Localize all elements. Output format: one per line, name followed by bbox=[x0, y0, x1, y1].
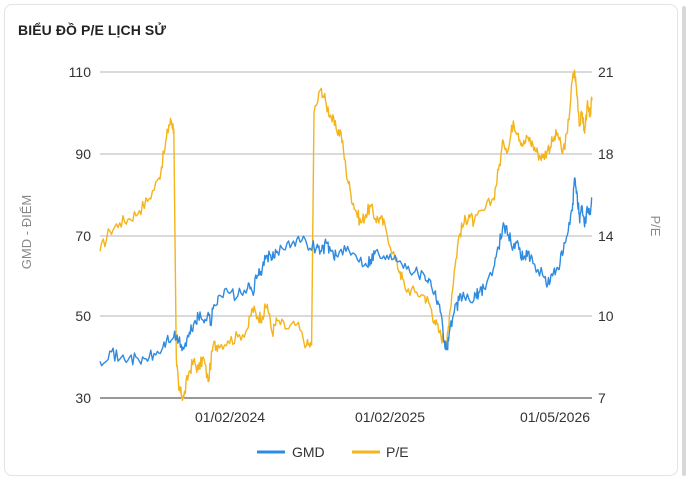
legend-label-gmd: GMD bbox=[292, 444, 325, 460]
right-tick-label: 7 bbox=[598, 390, 606, 406]
chart-title: BIỂU ĐỒ P/E LỊCH SỬ bbox=[18, 22, 167, 38]
scrollbar[interactable] bbox=[682, 6, 686, 476]
left-axis-ticks: 110 90 70 50 30 bbox=[69, 64, 92, 406]
right-tick-label: 14 bbox=[598, 228, 614, 244]
left-tick-label: 90 bbox=[75, 146, 91, 162]
left-tick-label: 110 bbox=[69, 64, 92, 80]
right-axis-ticks: 21 18 14 10 7 bbox=[598, 64, 614, 406]
series-line-pe bbox=[99, 69, 593, 401]
x-axis-ticks: 01/02/2024 01/02/2025 01/05/2026 bbox=[195, 409, 590, 425]
right-axis-title: P/E bbox=[648, 216, 663, 237]
right-tick-label: 10 bbox=[598, 308, 614, 324]
left-tick-label: 30 bbox=[75, 390, 91, 406]
grid-lines bbox=[100, 71, 592, 399]
right-tick-label: 18 bbox=[598, 146, 614, 162]
legend: GMD P/E bbox=[257, 444, 409, 460]
series-layer bbox=[99, 69, 593, 401]
legend-label-pe: P/E bbox=[386, 444, 409, 460]
left-axis-title: GMD - ĐIỂM bbox=[19, 195, 34, 269]
x-tick-label: 01/02/2025 bbox=[355, 409, 425, 425]
left-tick-label: 70 bbox=[75, 228, 91, 244]
left-tick-label: 50 bbox=[75, 308, 91, 324]
x-tick-label: 01/02/2024 bbox=[195, 409, 265, 425]
x-tick-label: 01/05/2026 bbox=[520, 409, 590, 425]
right-tick-label: 21 bbox=[598, 64, 614, 80]
series-line-gmd bbox=[99, 177, 593, 367]
